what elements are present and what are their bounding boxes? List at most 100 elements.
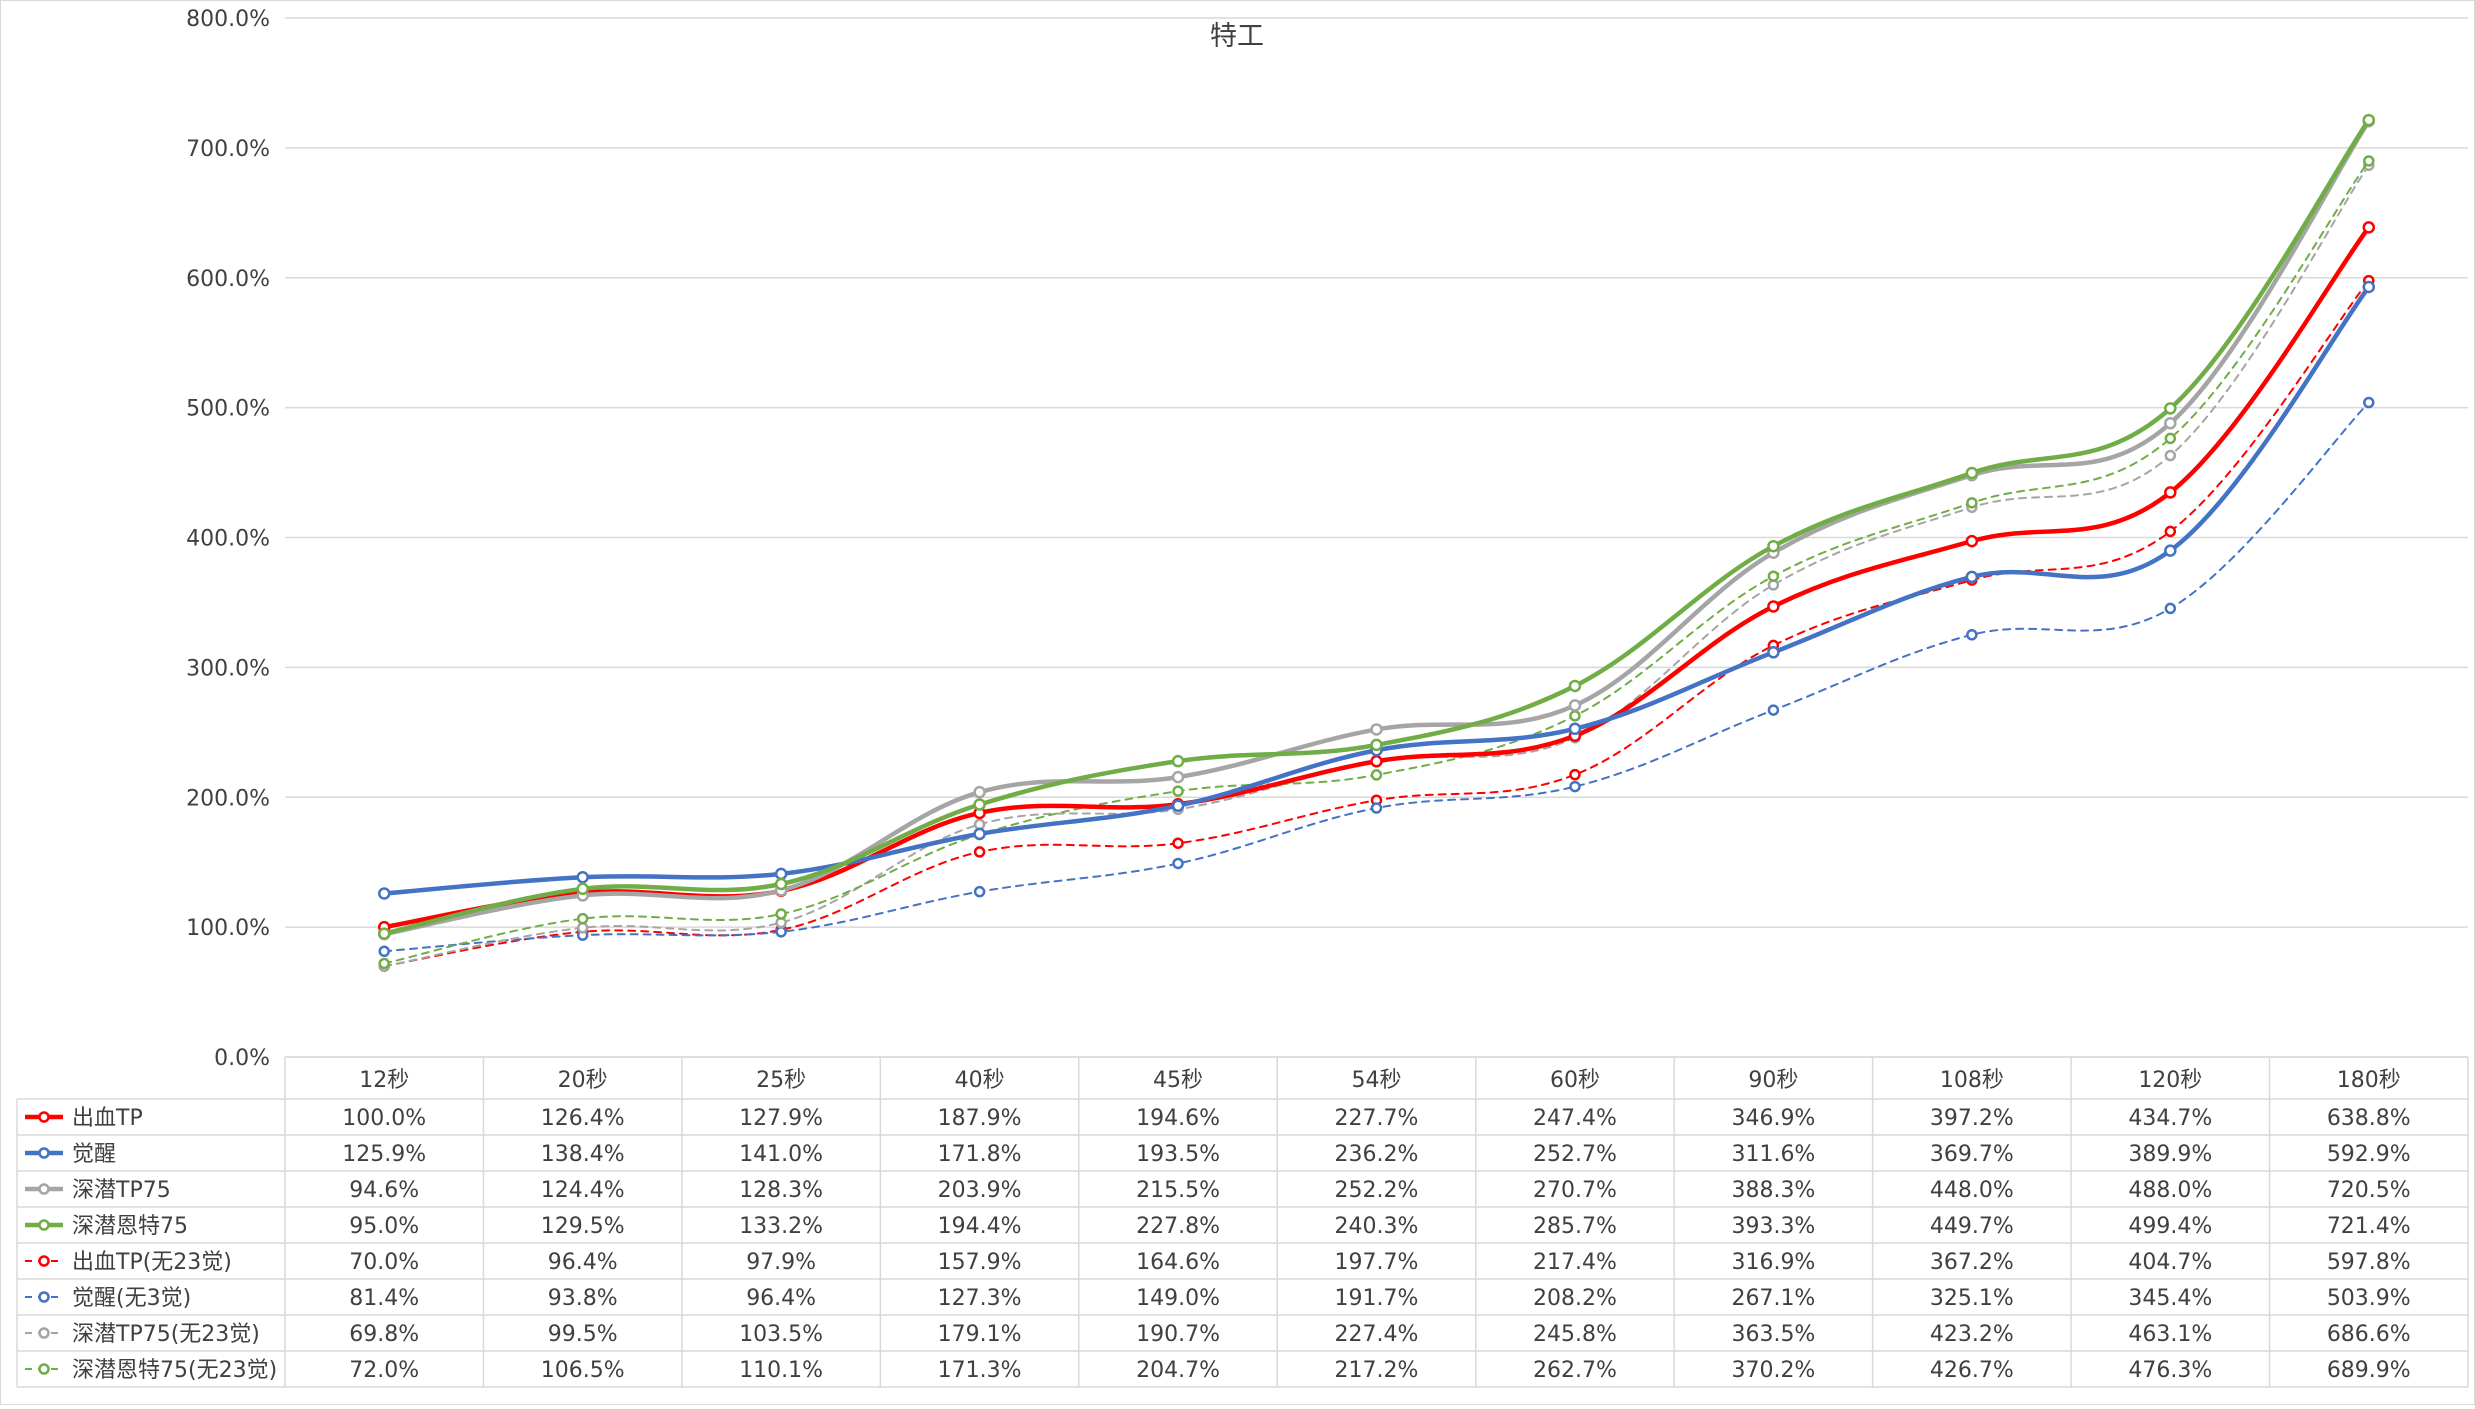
table-cell-value: 404.7% — [2128, 1250, 2212, 1275]
data-point — [1569, 710, 1581, 722]
y-axis-tick-labels: 0.0% 100.0% 200.0% 300.0% 400.0% 500.0% 600.0%… — [186, 7, 270, 1071]
table-cell-value: 194.4% — [938, 1214, 1022, 1239]
table-cell-value: 592.9% — [2327, 1142, 2411, 1167]
table-row: 深潜TP75 94.6% 124.4% 128.3% 203.9% 215.5% 252.2… — [25, 1178, 2411, 1203]
table-cell-value: 72.0% — [349, 1358, 419, 1383]
table-cell-value: 97.9% — [746, 1250, 816, 1275]
table-cell-value: 240.3% — [1335, 1214, 1419, 1239]
data-point — [774, 877, 788, 891]
table-cell-value: 149.0% — [1136, 1286, 1220, 1311]
data-point — [1172, 857, 1184, 870]
table-cell-value: 133.2% — [739, 1214, 823, 1239]
table-cell-value: 236.2% — [1335, 1142, 1419, 1167]
table-cell-value: 191.7% — [1335, 1286, 1419, 1311]
data-point — [2362, 221, 2376, 234]
table-cell-value: 252.2% — [1335, 1178, 1419, 1203]
table-cell-value: 345.4% — [2128, 1286, 2212, 1311]
data-point — [775, 926, 787, 938]
data-point — [2363, 396, 2375, 409]
table-cell-value: 316.9% — [1731, 1250, 1815, 1275]
table-cell-value: 227.8% — [1136, 1214, 1220, 1239]
data-point — [378, 945, 390, 958]
y-tick-label: 300.0% — [186, 656, 270, 681]
table-cell-value: 141.0% — [739, 1142, 823, 1167]
table-cell-value: 367.2% — [1930, 1250, 2014, 1275]
data-point — [1171, 770, 1185, 784]
table-cell-value: 124.4% — [541, 1178, 625, 1203]
table-cell-value: 106.5% — [541, 1358, 625, 1383]
table-cell-value: 448.0% — [1930, 1178, 2014, 1203]
data-point — [2164, 416, 2177, 430]
table-cell-value: 96.4% — [746, 1286, 816, 1311]
table-cell-value: 262.7% — [1533, 1358, 1617, 1383]
series-line — [383, 401, 2370, 953]
table-cell-value: 434.7% — [2128, 1106, 2212, 1131]
data-point — [1767, 646, 1780, 659]
table-cell-value: 463.1% — [2128, 1322, 2212, 1347]
table-cell-value: 689.9% — [2327, 1358, 2411, 1383]
table-cell-value: 227.4% — [1335, 1322, 1419, 1347]
table-cell-value: 370.2% — [1731, 1358, 1815, 1383]
table-cell-value: 503.9% — [2327, 1286, 2411, 1311]
x-category-label: 90秒 — [1748, 1068, 1798, 1093]
legend-key-marker — [38, 1255, 50, 1267]
table-cell-value: 187.9% — [938, 1106, 1022, 1131]
data-point — [1568, 699, 1582, 712]
legend-key-marker — [38, 1291, 50, 1303]
series-line — [383, 159, 2370, 965]
data-point — [1569, 780, 1581, 793]
data-point — [1965, 466, 1979, 480]
table-cell-value: 389.9% — [2128, 1142, 2212, 1167]
table-cell-value: 138.4% — [541, 1142, 625, 1167]
data-point — [2164, 544, 2177, 557]
table-cell-value: 93.8% — [548, 1286, 618, 1311]
y-tick-label: 500.0% — [186, 397, 270, 422]
data-point — [2363, 155, 2375, 167]
data-point — [1767, 539, 1780, 553]
x-category-label: 120秒 — [2138, 1068, 2202, 1093]
x-category-label: 54秒 — [1352, 1068, 1402, 1093]
table-cell-value: 488.0% — [2128, 1178, 2212, 1203]
data-point — [973, 818, 986, 831]
legend-key-marker — [38, 1363, 50, 1375]
table-cell-value: 721.4% — [2327, 1214, 2411, 1239]
data-point — [973, 846, 986, 858]
data-point — [1370, 755, 1383, 768]
table-row: 觉醒 125.9% 138.4% 141.0% 171.8% 193.5% 236.2% 25… — [25, 1142, 2411, 1167]
table-cell-value: 686.6% — [2327, 1322, 2411, 1347]
data-point — [1568, 679, 1582, 693]
table-cell-value: 499.4% — [2128, 1214, 2212, 1239]
data-point — [377, 927, 391, 940]
table-cell-value: 204.7% — [1136, 1358, 1220, 1383]
table-cell-value: 126.4% — [541, 1106, 625, 1131]
table-cell-value: 476.3% — [2128, 1358, 2212, 1383]
table-cell-value: 208.2% — [1533, 1286, 1617, 1311]
table-cell-value: 128.3% — [739, 1178, 823, 1203]
data-point — [1370, 769, 1383, 781]
data-point — [1171, 754, 1185, 768]
table-row: 出血TP 100.0% 126.4% 127.9% 187.9% 194.6% 227.7%… — [25, 1106, 2411, 1131]
table-row: 深潜恩特75 95.0% 129.5% 133.2% 194.4% 227.8% 240.3… — [25, 1214, 2411, 1239]
table-cell-value: 720.5% — [2327, 1178, 2411, 1203]
table-cell-value: 215.5% — [1136, 1178, 1220, 1203]
table-cell-value: 100.0% — [342, 1106, 426, 1131]
data-point — [1569, 768, 1581, 781]
table-cell-value: 388.3% — [1731, 1178, 1815, 1203]
data-point — [576, 912, 589, 925]
data-point — [2164, 449, 2177, 462]
table-cell-value: 171.8% — [938, 1142, 1022, 1167]
x-category-label: 45秒 — [1153, 1068, 1203, 1093]
data-point — [2362, 280, 2376, 294]
table-cell-value: 171.3% — [938, 1358, 1022, 1383]
x-category-label: 108秒 — [1940, 1068, 2004, 1093]
series-name: 觉醒(无3觉) — [72, 1286, 191, 1311]
series-name: 深潜TP75 — [72, 1178, 171, 1203]
data-point — [1370, 802, 1383, 814]
table-cell-value: 393.3% — [1731, 1214, 1815, 1239]
table-cell-value: 157.9% — [938, 1250, 1022, 1275]
table-cell-value: 270.7% — [1533, 1178, 1617, 1203]
table-cell-value: 311.6% — [1731, 1142, 1815, 1167]
table-cell-value: 81.4% — [349, 1286, 419, 1311]
table-cell-value: 369.7% — [1930, 1142, 2014, 1167]
series-line — [381, 119, 2372, 937]
